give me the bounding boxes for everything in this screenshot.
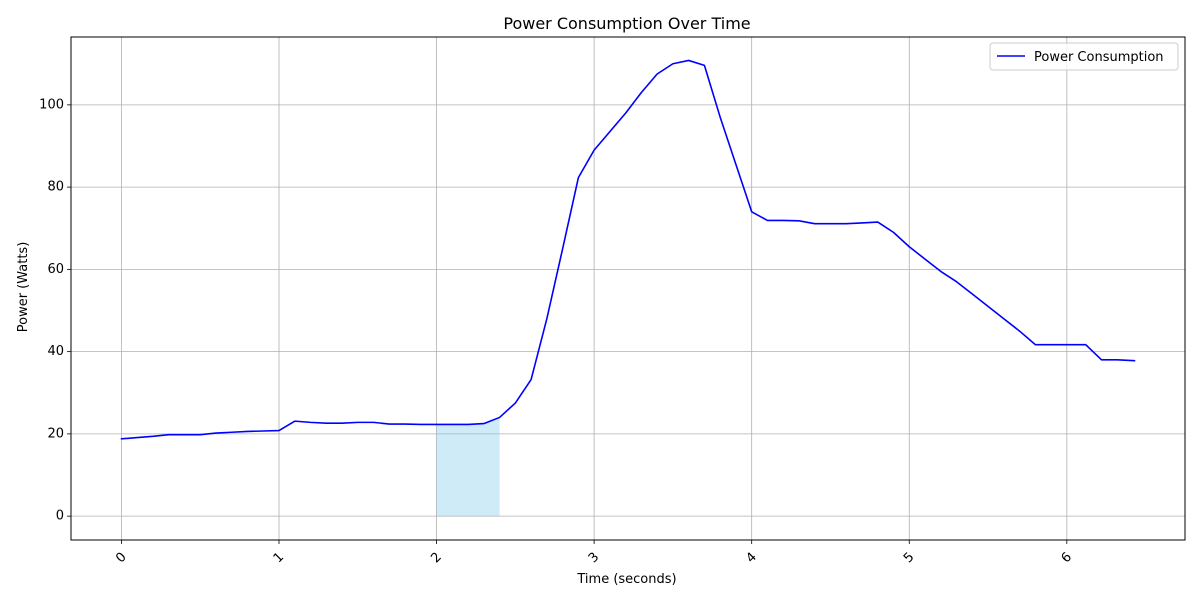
grid <box>71 37 1185 540</box>
y-tick-label: 40 <box>47 344 64 359</box>
y-tick-label: 80 <box>47 180 64 195</box>
highlight-area <box>436 417 500 517</box>
y-axis-label: Power (Watts) <box>16 242 31 333</box>
highlight-region-layer <box>436 417 500 517</box>
x-axis-ticks: 0 1 2 3 4 5 6 <box>113 540 1075 566</box>
y-tick-label: 0 <box>56 509 64 524</box>
y-tick-label: 100 <box>39 97 64 112</box>
x-axis-label: Time (seconds) <box>576 572 676 587</box>
x-tick-label: 3 <box>586 550 602 566</box>
plot-frame <box>70 36 1186 541</box>
legend: Power Consumption <box>989 42 1179 71</box>
y-tick-label: 60 <box>47 262 64 277</box>
x-tick-label: 1 <box>271 550 287 566</box>
x-tick-label: 4 <box>743 550 759 566</box>
x-tick-label: 6 <box>1059 550 1075 566</box>
x-tick-label: 5 <box>901 550 917 566</box>
series-layer <box>120 59 1136 440</box>
x-tick-label: 0 <box>113 550 129 566</box>
x-tick-label: 2 <box>428 550 444 566</box>
legend-label: Power Consumption <box>1034 50 1164 65</box>
y-axis-ticks: 0 20 40 60 80 100 <box>39 97 71 524</box>
series-line <box>120 59 1136 440</box>
y-tick-label: 20 <box>47 426 64 441</box>
chart-title: Power Consumption Over Time <box>503 14 750 33</box>
legend-frame <box>989 42 1179 71</box>
